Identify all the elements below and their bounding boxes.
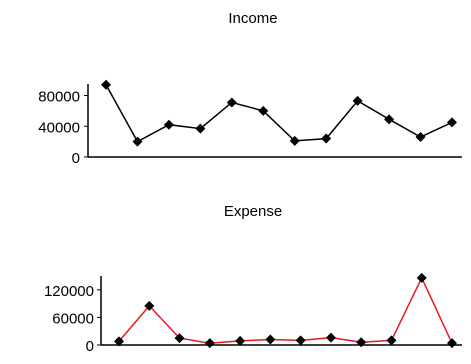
data-point-marker	[132, 136, 143, 147]
data-point-marker	[195, 123, 206, 134]
y-tick-label: 40000	[38, 119, 80, 136]
data-point-marker	[447, 117, 457, 128]
y-tick-label: 120000	[44, 283, 94, 300]
data-point-marker	[163, 119, 174, 130]
data-point-marker	[114, 336, 124, 347]
data-point-marker	[144, 300, 155, 311]
data-point-marker	[386, 335, 397, 346]
series-line	[105, 84, 453, 143]
y-axis-ticks: 0 40000 80000	[38, 89, 88, 167]
data-point-marker	[325, 332, 336, 343]
y-tick-label: 60000	[52, 310, 94, 327]
data-point-marker	[384, 114, 395, 125]
chart-title: Expense	[224, 203, 282, 220]
data-point-marker	[226, 97, 237, 108]
data-point-marker	[321, 133, 332, 144]
data-point-marker	[415, 132, 426, 143]
expense-series	[114, 272, 457, 349]
data-point-marker	[258, 105, 269, 116]
series-line	[118, 276, 453, 344]
income-series	[101, 79, 457, 147]
y-tick-label: 0	[86, 338, 94, 355]
data-point-marker	[416, 272, 427, 283]
data-point-marker	[265, 334, 276, 345]
data-point-marker	[295, 335, 306, 346]
chart-title: Income	[228, 10, 277, 27]
data-point-marker	[174, 333, 185, 344]
data-point-marker	[101, 79, 111, 90]
y-tick-label: 80000	[38, 89, 80, 106]
y-axis-ticks: 0 60000 120000	[44, 283, 101, 355]
data-point-marker	[352, 95, 363, 106]
data-point-marker	[356, 337, 367, 348]
y-tick-label: 0	[72, 150, 80, 167]
data-point-marker	[447, 338, 457, 349]
data-point-marker	[235, 335, 246, 346]
data-point-marker	[204, 338, 215, 349]
expense-chart: Expense 0 60000 120000	[44, 203, 462, 355]
income-chart: Income 0 40000 80000	[38, 10, 462, 167]
data-point-marker	[289, 135, 300, 146]
